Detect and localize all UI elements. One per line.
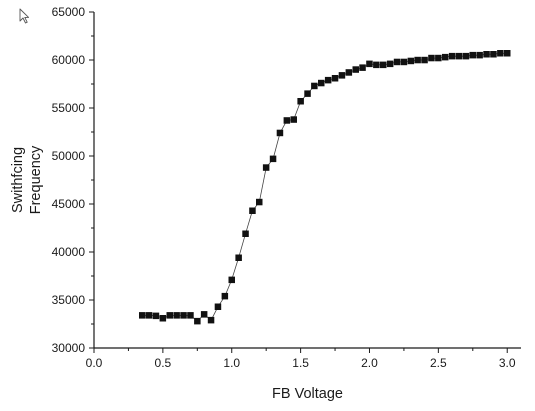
data-point [455, 52, 463, 60]
data-point [256, 198, 263, 206]
data-point [331, 75, 339, 82]
data-point [428, 54, 435, 62]
y-tick-label: 55000 [52, 101, 86, 115]
data-point [290, 116, 297, 123]
y-tick-label: 45000 [52, 197, 86, 211]
y-tick-label: 40000 [52, 245, 86, 259]
data-point [352, 66, 359, 73]
x-tick-label: 1.0 [223, 356, 240, 370]
data-point [297, 98, 304, 105]
data-point [469, 51, 476, 59]
x-tick-label: 3.0 [499, 356, 516, 370]
data-point [187, 312, 194, 319]
mouse-cursor-icon [19, 8, 30, 24]
data-point [324, 76, 332, 84]
data-point [214, 303, 222, 310]
data-point [380, 61, 387, 69]
data-point [448, 52, 456, 60]
data-point [345, 69, 353, 76]
data-point [407, 57, 415, 65]
data-point [483, 51, 490, 58]
x-axis-title: FB Voltage [272, 386, 343, 402]
x-tick-label: 2.0 [361, 356, 378, 370]
data-point [435, 54, 442, 62]
data-point [421, 56, 428, 64]
data-point [200, 311, 208, 318]
x-tick-label: 0.5 [155, 356, 172, 370]
data-point [139, 312, 146, 319]
y-tick-label: 60000 [52, 53, 86, 67]
data-point [338, 72, 346, 79]
data-point [262, 164, 270, 171]
y-axis-title-line-2: Frequency [28, 145, 44, 214]
x-tick-label: 2.5 [430, 356, 447, 370]
y-axis-title-line-1: Swithfcing [10, 147, 26, 213]
data-point [159, 315, 167, 322]
data-point [173, 312, 180, 319]
data-point [207, 316, 215, 324]
data-point [476, 51, 483, 59]
data-point [311, 82, 318, 90]
series-line [142, 52, 508, 322]
y-tick-label: 65000 [52, 5, 86, 19]
data-point [359, 64, 366, 71]
series-line-layer [142, 52, 508, 322]
data-point [221, 292, 229, 300]
data-point [228, 276, 235, 284]
y-tick-label: 50000 [52, 149, 86, 163]
data-point [373, 61, 380, 69]
data-point [235, 254, 242, 261]
data-point [462, 52, 470, 60]
data-point [166, 312, 173, 319]
y-tick-label: 30000 [52, 341, 86, 355]
data-point [504, 50, 511, 57]
data-point [242, 230, 249, 237]
data-point [194, 317, 201, 325]
chart-axes [93, 12, 521, 349]
data-point [442, 53, 449, 61]
data-point [490, 51, 497, 58]
data-point [400, 58, 408, 66]
data-point [145, 312, 153, 319]
data-point [283, 117, 291, 124]
x-tick-label: 0.0 [86, 356, 103, 370]
data-point [269, 155, 277, 163]
data-point [414, 56, 421, 64]
data-point [249, 207, 256, 214]
x-tick-label: 1.5 [292, 356, 309, 370]
data-point [180, 312, 187, 319]
data-point [366, 60, 373, 68]
data-point [497, 50, 504, 57]
data-point [386, 60, 394, 68]
data-point [318, 79, 325, 87]
y-tick-label: 35000 [52, 293, 86, 307]
data-point [152, 312, 160, 320]
axis-ticks: 0.0 0.5 1.0 1.5 2.0 2.5 3.0 30000 35000 40000 4500… [52, 5, 516, 370]
data-point [276, 129, 284, 137]
data-point [304, 90, 311, 97]
data-points [139, 50, 511, 325]
data-point [393, 58, 401, 66]
